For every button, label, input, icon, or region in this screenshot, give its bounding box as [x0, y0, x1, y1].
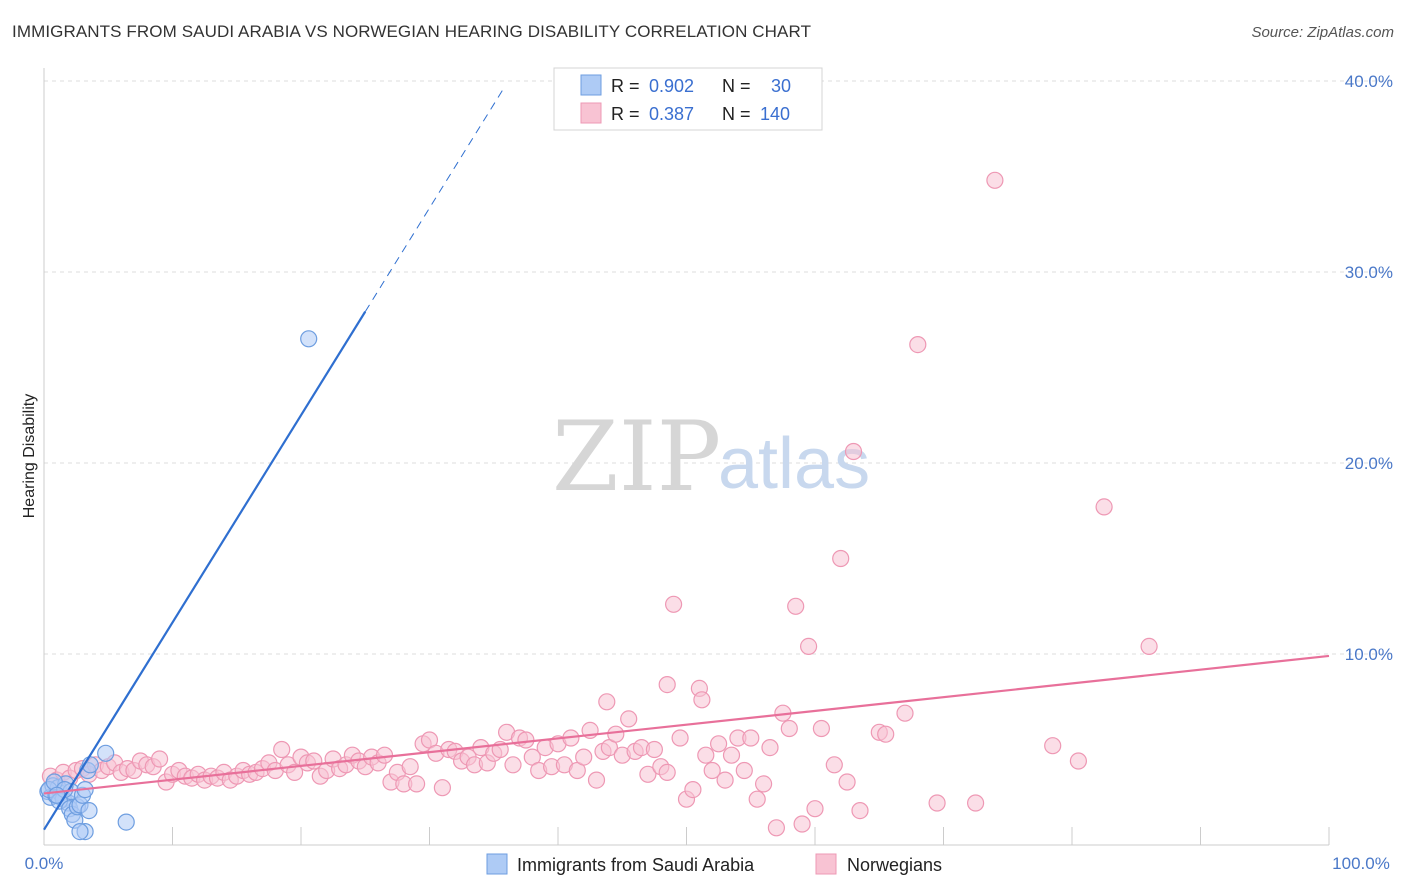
norwegians-point: [375, 746, 394, 764]
series-legend-swatch-pink: [815, 853, 837, 875]
norwegians-point: [716, 771, 734, 789]
saudi-arabia-point: [300, 330, 318, 348]
trend-lines: [43, 89, 1330, 831]
norwegians-point: [408, 775, 426, 793]
y-tick-label: 40.0%: [1345, 72, 1393, 91]
legend-r-value-blue: 0.902: [649, 76, 694, 96]
stats-legend: R = 0.902 N = 30 R = 0.387 N = 140: [553, 67, 823, 131]
norwegians-point: [851, 801, 869, 820]
norwegians-point: [754, 775, 773, 793]
y-tick-label: 20.0%: [1345, 454, 1393, 473]
norwegians-point: [742, 729, 760, 747]
norwegians-point: [709, 735, 728, 753]
series-legend: Immigrants from Saudi Arabia Norwegians: [486, 853, 942, 875]
norwegians-point: [832, 549, 850, 568]
saudi-arabia-point: [80, 801, 98, 820]
norwegians-point: [806, 800, 824, 818]
norwegians-point: [735, 761, 753, 780]
x-tick-label-max: 100.0%: [1332, 854, 1390, 873]
legend-n-value-pink: 140: [760, 104, 790, 124]
legend-n-value-blue: 30: [771, 76, 791, 96]
norwegians-point: [401, 758, 419, 776]
norwegians-point: [693, 691, 711, 709]
norwegians-point: [517, 731, 535, 749]
x-ticks: [172, 827, 1330, 845]
x-tick-label-min: 0.0%: [25, 854, 64, 873]
norwegians-point: [780, 719, 798, 738]
legend-n-label-blue: N =: [722, 76, 751, 96]
saudi-arabia-trend-extension: [364, 89, 504, 312]
legend-n-label-pink: N =: [722, 104, 751, 124]
norwegians-point: [1069, 752, 1088, 770]
norwegians-point: [607, 725, 625, 743]
y-tick-label: 10.0%: [1345, 645, 1393, 664]
norwegians-trend-line: [43, 654, 1330, 795]
norwegians-point: [966, 794, 985, 812]
norwegians-point: [587, 771, 606, 789]
norwegians-point: [433, 779, 451, 797]
y-tick-labels: 10.0% 20.0% 30.0% 40.0%: [1345, 72, 1393, 664]
norwegians-point: [598, 693, 616, 711]
saudi-arabia-point: [117, 813, 135, 831]
series-legend-swatch-blue: [486, 853, 508, 875]
norwegians-point: [645, 740, 664, 759]
norwegians-point: [986, 171, 1004, 189]
norwegians-point: [658, 675, 676, 694]
chart-title: IMMIGRANTS FROM SAUDI ARABIA VS NORWEGIA…: [12, 22, 812, 41]
y-tick-label: 30.0%: [1345, 263, 1393, 282]
series-legend-label-blue: Immigrants from Saudi Arabia: [517, 855, 755, 875]
watermark-atlas: atlas: [718, 424, 870, 504]
norwegians-point: [658, 763, 676, 782]
legend-r-label-blue: R =: [611, 76, 640, 96]
norwegians-point: [1044, 737, 1062, 755]
norwegians-point: [504, 756, 522, 774]
norwegians-point: [697, 746, 715, 764]
norwegians-point: [928, 794, 946, 812]
norwegians-point: [639, 765, 657, 783]
legend-swatch-pink: [580, 102, 602, 124]
watermark-zip: ZIP: [552, 401, 721, 513]
norwegians-point: [1095, 498, 1113, 516]
norwegians-point: [799, 637, 818, 656]
saudi-arabia-trend-line: [43, 311, 367, 831]
gridlines: [44, 80, 1392, 655]
norwegians-point: [909, 336, 927, 354]
norwegians-point: [793, 815, 811, 833]
norwegians-point: [761, 738, 779, 757]
norwegians-point: [825, 756, 843, 774]
legend-r-label-pink: R =: [611, 104, 640, 124]
norwegians-point: [684, 780, 702, 799]
saudi-arabia-point: [97, 744, 115, 762]
norwegians-point: [620, 710, 638, 728]
norwegians-point: [286, 763, 304, 782]
legend-swatch-blue: [580, 74, 602, 96]
norwegians-point: [767, 819, 786, 837]
source-label: Source: ZipAtlas.com: [1251, 24, 1394, 41]
norwegians-point: [1140, 637, 1158, 656]
norwegians-point: [896, 704, 914, 722]
norwegians-point: [273, 740, 291, 759]
norwegians-point: [877, 725, 895, 743]
saudi-arabia-point: [71, 822, 89, 841]
norwegians-point: [722, 746, 741, 764]
norwegians-point: [787, 597, 805, 615]
legend-r-value-pink: 0.387: [649, 104, 694, 124]
norwegians-point: [844, 442, 863, 461]
series-legend-label-pink: Norwegians: [847, 855, 942, 875]
norwegians-point: [671, 729, 689, 747]
norwegians-point: [748, 790, 766, 808]
norwegians-point: [703, 761, 721, 780]
norwegians-point: [151, 750, 169, 768]
y-axis-label: Hearing Disability: [21, 394, 38, 519]
norwegians-point: [664, 595, 683, 613]
watermark: ZIP atlas: [552, 401, 870, 513]
norwegians-point: [575, 748, 593, 766]
norwegians-point: [812, 719, 831, 738]
norwegians-point: [838, 773, 856, 791]
